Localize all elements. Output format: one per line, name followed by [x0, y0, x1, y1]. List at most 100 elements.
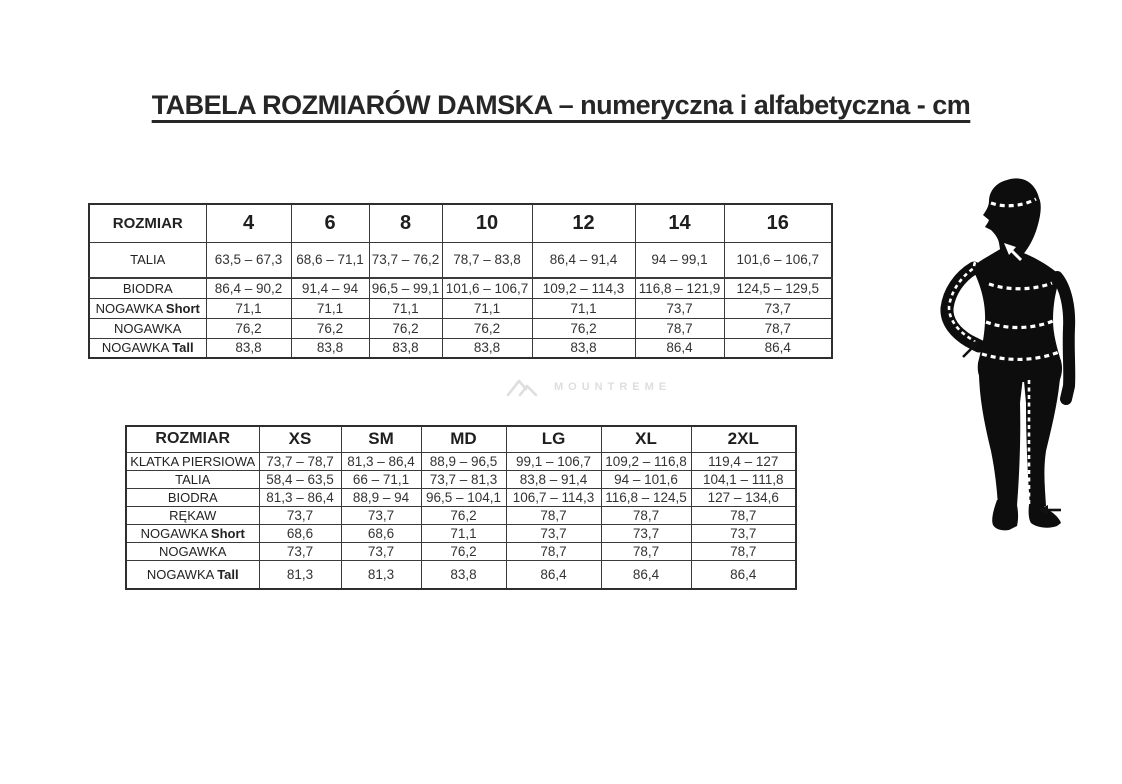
size-header-cell: MD [420, 425, 507, 453]
corner-header-cell: ROZMIAR [88, 203, 207, 243]
value-cell: 73,7 [690, 523, 797, 543]
row-label-cell: NOGAWKA Tall [125, 559, 260, 590]
value-cell: 86,4 [723, 337, 833, 359]
value-cell: 83,8 [420, 559, 507, 590]
value-cell: 88,9 – 96,5 [420, 451, 507, 471]
value-cell: 68,6 [340, 523, 422, 543]
value-cell: 73,7 – 76,2 [368, 241, 443, 279]
value-cell: 73,7 [340, 505, 422, 525]
table-row: TALIA 58,4 – 63,5 66 – 71,1 73,7 – 81,3 83,8… [125, 469, 797, 489]
value-cell: 73,7 [340, 541, 422, 561]
value-cell: 73,7 [723, 297, 833, 319]
corner-header-cell: ROZMIAR [125, 425, 260, 453]
size-header-cell: XS [258, 425, 342, 453]
numeric-size-table: ROZMIAR 4 6 8 10 12 14 16 TALIA 63,5 – 67,3 68,6 –… [88, 203, 833, 359]
value-cell: 78,7 – 83,8 [441, 241, 533, 279]
value-cell: 83,8 [441, 337, 533, 359]
table-row: NOGAWKA Tall 83,8 83,8 83,8 83,8 83,8 86,4 86,4 [88, 337, 833, 359]
table-row: TALIA 63,5 – 67,3 68,6 – 71,1 73,7 – 76,2 78… [88, 241, 833, 279]
row-label-cell: NOGAWKA [88, 317, 207, 339]
value-cell: 71,1 [368, 297, 443, 319]
right-arm [1051, 271, 1076, 405]
head [983, 178, 1041, 257]
value-cell: 83,8 [531, 337, 636, 359]
table-row: BIODRA 81,3 – 86,4 88,9 – 94 96,5 – 104,1 10… [125, 487, 797, 507]
value-cell: 104,1 – 111,8 [690, 469, 797, 489]
value-cell: 86,4 [690, 559, 797, 590]
value-cell: 73,7 [258, 541, 342, 561]
value-cell: 96,5 – 99,1 [368, 277, 443, 299]
value-cell: 116,8 – 124,5 [600, 487, 692, 507]
value-cell: 86,4 [634, 337, 725, 359]
row-label-cell: NOGAWKA [125, 541, 260, 561]
value-cell: 68,6 [258, 523, 342, 543]
value-cell: 81,3 – 86,4 [340, 451, 422, 471]
value-cell: 119,4 – 127 [690, 451, 797, 471]
watermark: MOUNTREME [506, 376, 671, 398]
value-cell: 81,3 [258, 559, 342, 590]
value-cell: 86,4 – 91,4 [531, 241, 636, 279]
value-cell: 76,2 [368, 317, 443, 339]
table-row: RĘKAW 73,7 73,7 76,2 78,7 78,7 78,7 [125, 505, 797, 525]
row-label-cell: KLATKA PIERSIOWA [125, 451, 260, 471]
page-title-text: TABELA ROZMIARÓW DAMSKA – numeryczna i a… [151, 90, 971, 120]
size-header-cell: SM [340, 425, 422, 453]
value-cell: 76,2 [290, 317, 370, 339]
sleeve-measurement-line [947, 244, 991, 346]
value-cell: 71,1 [441, 297, 533, 319]
head-measurement-line [990, 197, 1037, 208]
value-cell: 86,4 [505, 559, 602, 590]
woman-silhouette-figure [940, 178, 1076, 531]
size-header-cell: 14 [634, 203, 725, 243]
right-leg [1023, 360, 1061, 506]
value-cell: 71,1 [290, 297, 370, 319]
row-label-cell: RĘKAW [125, 505, 260, 525]
table-row: NOGAWKA 76,2 76,2 76,2 76,2 76,2 78,7 78,7 [88, 317, 833, 339]
value-cell: 83,8 [368, 337, 443, 359]
value-cell: 71,1 [531, 297, 636, 319]
value-cell: 101,6 – 106,7 [441, 277, 533, 299]
size-header-cell: 12 [531, 203, 636, 243]
value-cell: 58,4 – 63,5 [258, 469, 342, 489]
ankle-arrow [1038, 505, 1061, 515]
value-cell: 78,7 [634, 317, 725, 339]
value-cell: 83,8 [205, 337, 292, 359]
header-row: ROZMIAR XS SM MD LG XL 2XL [125, 425, 797, 453]
value-cell: 73,7 – 81,3 [420, 469, 507, 489]
value-cell: 73,7 – 78,7 [258, 451, 342, 471]
row-label-cell: NOGAWKA Tall [88, 337, 207, 359]
hip-measurement-line [981, 350, 1060, 362]
value-cell: 88,9 – 94 [340, 487, 422, 507]
value-cell: 94 – 101,6 [600, 469, 692, 489]
size-header-cell: 4 [205, 203, 292, 243]
value-cell: 83,8 [290, 337, 370, 359]
value-cell: 78,7 [723, 317, 833, 339]
value-cell: 76,2 [441, 317, 533, 339]
torso [972, 248, 1063, 382]
value-cell: 73,7 [505, 523, 602, 543]
header-row: ROZMIAR 4 6 8 10 12 14 16 [88, 203, 833, 243]
row-label-cell: NOGAWKA Short [125, 523, 260, 543]
shoulder-arrow [1004, 243, 1023, 262]
row-label-cell: TALIA [125, 469, 260, 489]
value-cell: 106,7 – 114,3 [505, 487, 602, 507]
table-row: BIODRA 86,4 – 90,2 91,4 – 94 96,5 – 99,1 101… [88, 277, 833, 299]
measurement-figure [933, 170, 1095, 568]
row-label-cell: NOGAWKA Short [88, 297, 207, 319]
table-row: NOGAWKA Tall 81,3 81,3 83,8 86,4 86,4 86,4 [125, 559, 797, 590]
value-cell: 109,2 – 116,8 [600, 451, 692, 471]
row-label-cell: TALIA [88, 241, 207, 279]
row-label-cell: BIODRA [88, 277, 207, 299]
left-leg [978, 360, 1023, 506]
table-row: NOGAWKA 73,7 73,7 76,2 78,7 78,7 78,7 [125, 541, 797, 561]
value-cell: 76,2 [531, 317, 636, 339]
value-cell: 73,7 [600, 523, 692, 543]
value-cell: 76,2 [205, 317, 292, 339]
value-cell: 101,6 – 106,7 [723, 241, 833, 279]
size-header-cell: 6 [290, 203, 370, 243]
value-cell: 86,4 [600, 559, 692, 590]
left-foot [992, 500, 1019, 531]
value-cell: 124,5 – 129,5 [723, 277, 833, 299]
size-header-cell: 8 [368, 203, 443, 243]
value-cell: 81,3 [340, 559, 422, 590]
